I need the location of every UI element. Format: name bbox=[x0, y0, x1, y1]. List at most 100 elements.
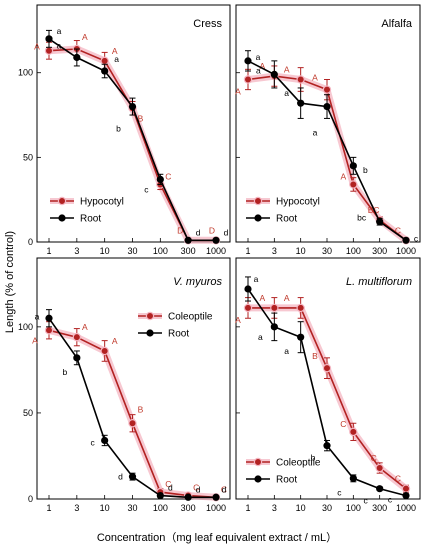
significance-label: a bbox=[35, 311, 40, 321]
significance-label: A bbox=[112, 336, 118, 346]
data-point-hyp bbox=[100, 56, 109, 66]
significance-label: d bbox=[118, 472, 123, 482]
x-tick-label: 1 bbox=[46, 246, 51, 256]
x-tick-label: 100 bbox=[346, 246, 361, 256]
y-tick-label: 50 bbox=[23, 152, 33, 162]
significance-label: A bbox=[82, 322, 88, 332]
significance-label: d bbox=[196, 227, 201, 237]
significance-label: c bbox=[388, 495, 393, 505]
significance-label: A bbox=[34, 42, 40, 52]
significance-label: A bbox=[235, 315, 241, 325]
x-tick-label: 30 bbox=[127, 246, 137, 256]
data-point-root bbox=[128, 473, 137, 481]
significance-label: A bbox=[259, 293, 265, 303]
significance-label: b bbox=[363, 165, 368, 175]
significance-label: C bbox=[340, 419, 346, 429]
y-axis-label: Length (% of control) bbox=[4, 231, 16, 333]
series-glow bbox=[45, 45, 220, 244]
significance-label: a bbox=[114, 54, 119, 64]
data-point-root bbox=[270, 70, 278, 79]
significance-label: a bbox=[256, 52, 261, 62]
y-tick-label: 100 bbox=[18, 68, 33, 78]
data-point-hyp bbox=[243, 75, 253, 84]
legend-label: Coleoptile bbox=[276, 458, 321, 469]
data-point-root bbox=[297, 99, 305, 107]
significance-label: D bbox=[177, 225, 183, 235]
legend-label: Hypocotyl bbox=[80, 197, 124, 208]
series-line-root bbox=[247, 288, 407, 497]
x-axis-label: Concentration（mg leaf equivalent extract… bbox=[97, 531, 337, 544]
data-point-hyp bbox=[243, 303, 253, 313]
legend-marker bbox=[57, 196, 67, 206]
data-point-root bbox=[45, 314, 53, 322]
significance-label: a bbox=[256, 65, 261, 75]
data-point-root bbox=[101, 436, 109, 445]
legend-marker bbox=[253, 457, 263, 467]
x-tick-label: 30 bbox=[127, 503, 137, 513]
y-tick-label: 100 bbox=[18, 322, 33, 332]
legend-label: Root bbox=[80, 214, 101, 225]
data-point-root bbox=[376, 218, 384, 226]
x-tick-label: 30 bbox=[322, 246, 332, 256]
data-point-hyp bbox=[322, 85, 332, 94]
data-point-hyp bbox=[296, 303, 305, 313]
data-point-hyp bbox=[100, 346, 109, 356]
data-point-hyp bbox=[349, 180, 358, 189]
x-tick-label: 10 bbox=[296, 503, 306, 513]
significance-label: bc bbox=[357, 213, 367, 223]
significance-label: c bbox=[414, 233, 419, 243]
x-tick-label: 300 bbox=[372, 503, 387, 513]
data-point-root bbox=[156, 175, 164, 183]
data-point-root bbox=[323, 102, 331, 111]
series-line-hyp bbox=[48, 48, 216, 242]
significance-label: a bbox=[258, 332, 263, 342]
significance-label: d bbox=[224, 227, 229, 237]
significance-label: c bbox=[144, 184, 149, 194]
data-point-root bbox=[156, 491, 164, 500]
significance-label: B bbox=[138, 404, 144, 414]
significance-label: A bbox=[340, 171, 346, 181]
data-point-root bbox=[244, 57, 252, 65]
x-tick-label: 3 bbox=[272, 246, 277, 256]
x-tick-label: 3 bbox=[74, 503, 79, 513]
legend-label: Root bbox=[168, 329, 189, 340]
series-line-root bbox=[48, 317, 216, 499]
legend-marker bbox=[58, 214, 66, 222]
x-tick-label: 300 bbox=[181, 246, 196, 256]
legend-label: Coleoptile bbox=[168, 312, 213, 323]
data-point-root bbox=[349, 474, 357, 482]
data-point-hyp bbox=[349, 427, 358, 437]
panel-title: Alfalfa bbox=[381, 18, 412, 30]
significance-label: A bbox=[235, 86, 241, 96]
data-point-hyp bbox=[128, 419, 137, 428]
data-point-root bbox=[45, 35, 53, 43]
x-tick-label: 100 bbox=[153, 503, 168, 513]
data-point-root bbox=[297, 333, 305, 341]
data-point-root bbox=[184, 236, 192, 244]
significance-label: A bbox=[82, 32, 88, 42]
significance-label: b bbox=[116, 124, 121, 134]
significance-label: c bbox=[337, 487, 342, 497]
panel-title: Cress bbox=[193, 18, 222, 30]
x-tick-label: 300 bbox=[181, 503, 196, 513]
significance-label: c bbox=[91, 437, 96, 447]
legend-label: Root bbox=[276, 214, 297, 225]
data-point-hyp bbox=[270, 303, 279, 313]
data-point-root bbox=[184, 493, 192, 501]
significance-label: C bbox=[165, 171, 171, 181]
panel-4: 1 3 10 30 100 300 1000 L. multiflorum A A A B C C Ca a a… bbox=[235, 257, 421, 513]
data-point-root bbox=[376, 485, 384, 493]
legend-marker bbox=[254, 475, 262, 483]
significance-label: C bbox=[193, 483, 199, 493]
significance-label: C bbox=[371, 453, 377, 463]
x-tick-label: 10 bbox=[100, 246, 110, 256]
series-glow bbox=[45, 326, 220, 501]
significance-label: A bbox=[259, 61, 265, 71]
data-point-root bbox=[101, 67, 109, 75]
x-tick-label: 30 bbox=[322, 503, 332, 513]
legend-marker bbox=[254, 214, 262, 222]
